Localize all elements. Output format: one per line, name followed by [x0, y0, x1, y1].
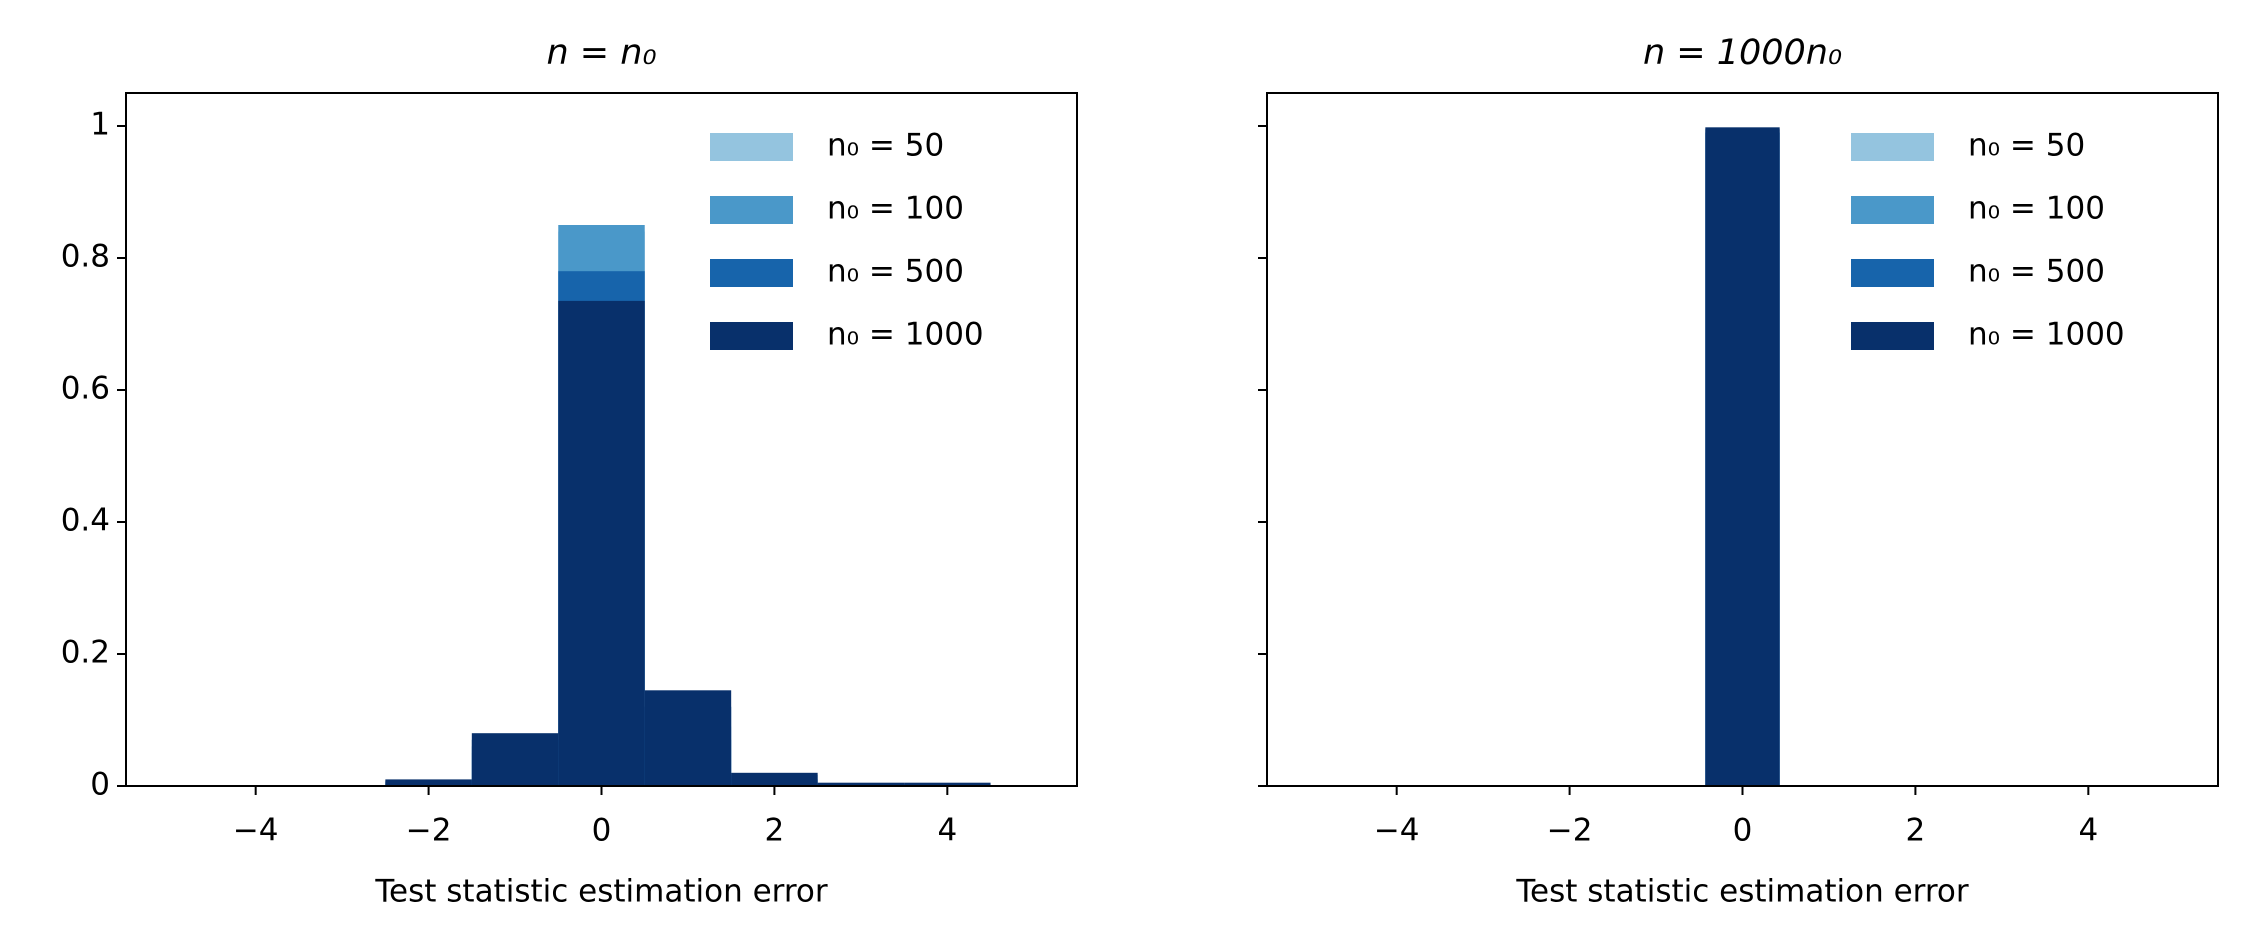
y-tick-label: 0.2 — [61, 635, 110, 671]
x-tick-label: 2 — [1906, 813, 1926, 849]
legend-label: n₀ = 500 — [1968, 254, 2105, 290]
bar — [904, 782, 991, 786]
bar — [817, 782, 905, 786]
legend-swatch — [710, 259, 793, 287]
bar — [1705, 127, 1780, 786]
legend-swatch — [1851, 196, 1934, 224]
legend-label: n₀ = 100 — [827, 191, 964, 227]
x-tick-label: 2 — [765, 813, 785, 849]
legend-label: n₀ = 1000 — [827, 317, 984, 353]
x-tick-label: −2 — [406, 813, 452, 849]
bar — [731, 772, 818, 786]
x-tick-label: −4 — [1374, 813, 1420, 849]
x-axis-label: Test statistic estimation error — [1515, 874, 1969, 910]
y-tick-label: 0 — [90, 767, 110, 803]
x-tick-label: −2 — [1547, 813, 1593, 849]
x-tick-label: −4 — [233, 813, 279, 849]
bar — [558, 300, 645, 786]
legend-swatch — [710, 196, 793, 224]
y-tick-label: 0.4 — [61, 503, 110, 539]
bar — [385, 779, 472, 786]
legend-swatch — [1851, 133, 1934, 161]
legend-swatch — [710, 322, 793, 350]
legend-swatch — [710, 133, 793, 161]
x-tick-label: 4 — [937, 813, 957, 849]
bar — [471, 733, 559, 786]
legend-label: n₀ = 500 — [827, 254, 964, 290]
legend-label: n₀ = 50 — [1968, 128, 2085, 164]
y-tick-label: 1 — [90, 107, 110, 143]
y-tick-label: 0.8 — [61, 239, 110, 275]
legend-label: n₀ = 1000 — [1968, 317, 2125, 353]
legend-swatch — [1851, 259, 1934, 287]
x-tick-label: 0 — [592, 813, 612, 849]
y-tick-label: 0.6 — [61, 371, 110, 407]
legend-swatch — [1851, 322, 1934, 350]
x-axis-label: Test statistic estimation error — [374, 874, 828, 910]
x-tick-label: 0 — [1733, 813, 1753, 849]
bar — [644, 690, 732, 786]
legend-label: n₀ = 50 — [827, 128, 944, 164]
legend-label: n₀ = 100 — [1968, 191, 2105, 227]
title: n = 1000n₀ — [1643, 33, 1842, 73]
x-tick-label: 4 — [2078, 813, 2098, 849]
title: n = n₀ — [547, 33, 657, 73]
